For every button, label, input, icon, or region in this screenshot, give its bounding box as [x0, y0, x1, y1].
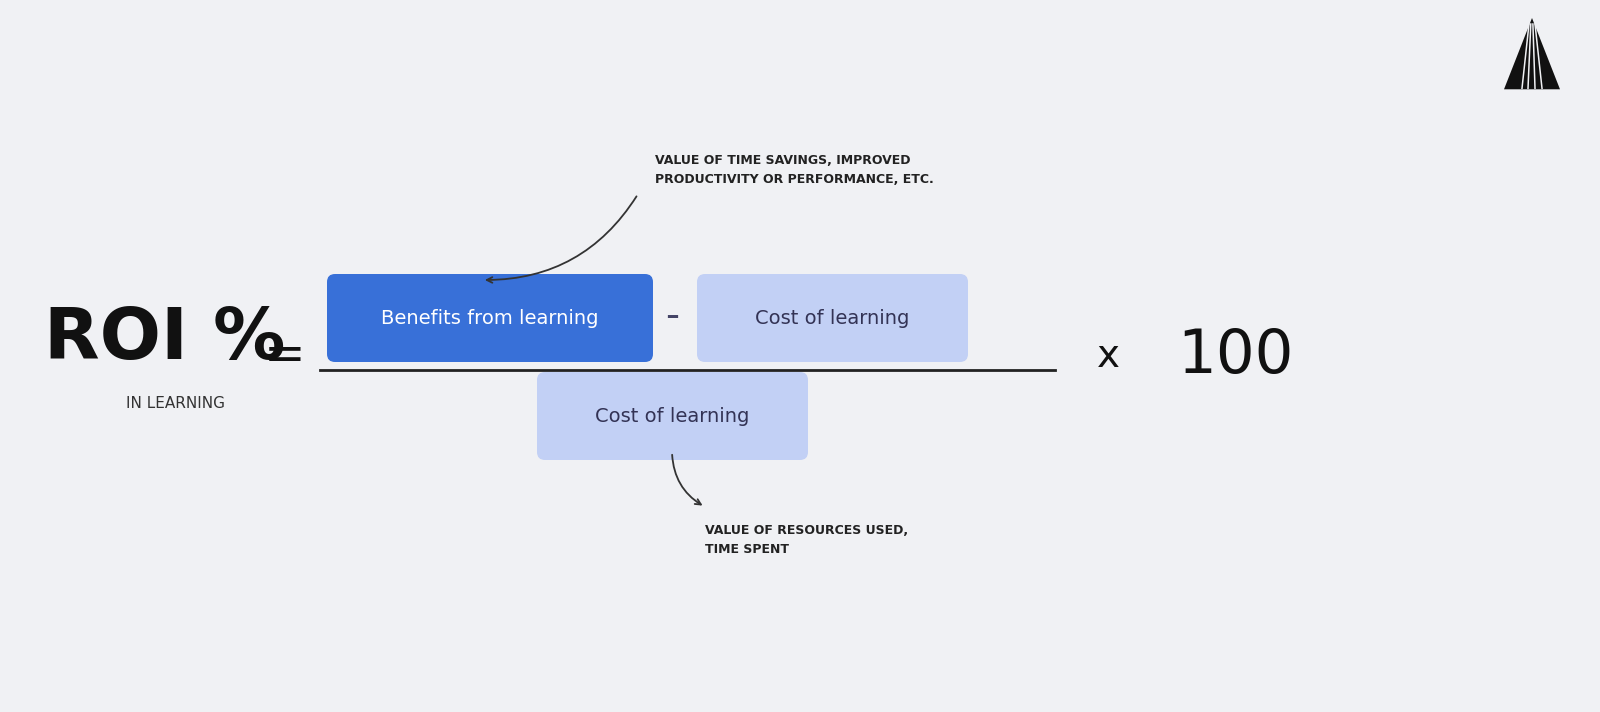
Text: Benefits from learning: Benefits from learning	[381, 308, 598, 328]
Text: VALUE OF TIME SAVINGS, IMPROVED
PRODUCTIVITY OR PERFORMANCE, ETC.: VALUE OF TIME SAVINGS, IMPROVED PRODUCTI…	[654, 154, 934, 186]
Text: ROI %: ROI %	[45, 305, 286, 375]
Text: -: -	[666, 297, 678, 335]
FancyBboxPatch shape	[326, 274, 653, 362]
Text: 100: 100	[1178, 327, 1293, 385]
FancyBboxPatch shape	[538, 372, 808, 460]
Text: Cost of learning: Cost of learning	[595, 407, 750, 426]
Text: Cost of learning: Cost of learning	[755, 308, 910, 328]
Text: IN LEARNING: IN LEARNING	[125, 397, 224, 412]
Text: =: =	[264, 332, 306, 380]
Text: VALUE OF RESOURCES USED,
TIME SPENT: VALUE OF RESOURCES USED, TIME SPENT	[706, 524, 909, 556]
Polygon shape	[1504, 18, 1560, 89]
FancyBboxPatch shape	[698, 274, 968, 362]
Text: x: x	[1096, 337, 1120, 375]
